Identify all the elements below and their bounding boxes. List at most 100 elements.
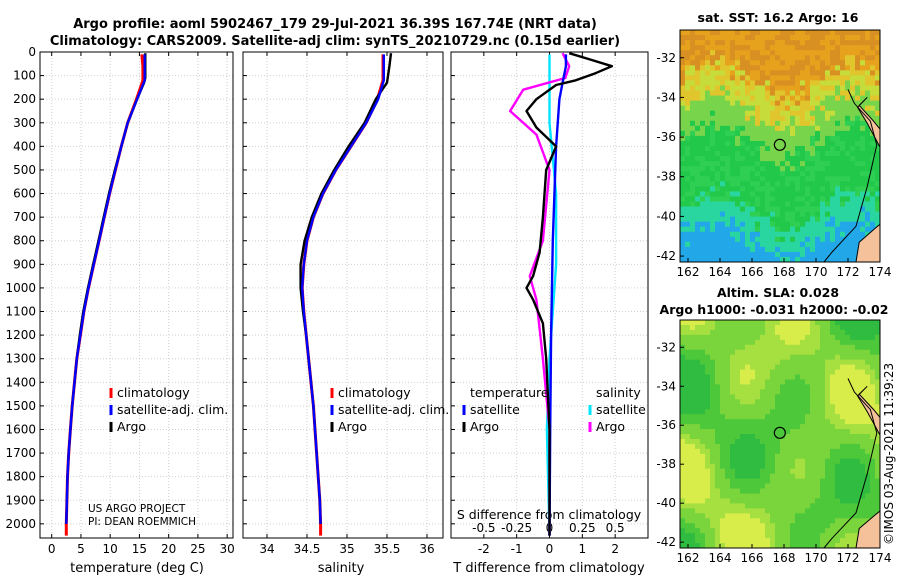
map-cell <box>800 181 806 187</box>
map-cell <box>785 354 791 361</box>
map-cell <box>680 40 686 46</box>
map-cell <box>790 206 796 212</box>
map-cell <box>695 221 701 228</box>
map-cell <box>710 523 716 529</box>
map-cell <box>840 125 846 132</box>
map-cell <box>835 110 841 117</box>
map-cell <box>850 125 856 132</box>
map-cell <box>870 394 876 400</box>
map-cell <box>800 473 806 480</box>
map-cell <box>830 256 836 263</box>
map-cell <box>785 85 791 91</box>
map-cell <box>855 226 861 233</box>
map-cell <box>740 125 746 132</box>
map-cell <box>775 329 781 336</box>
map-cell <box>780 419 786 425</box>
map-cell <box>860 404 866 410</box>
map-cell <box>840 528 846 534</box>
map-cell <box>845 329 851 336</box>
map-cell <box>770 463 776 470</box>
map-cell <box>845 344 851 351</box>
map-cell <box>740 85 746 91</box>
map-cell <box>730 241 736 248</box>
map-cell <box>870 75 876 81</box>
map-cell <box>845 414 851 420</box>
map-cell <box>745 241 751 248</box>
map-cell <box>690 498 696 504</box>
map-cell <box>700 458 706 465</box>
map-cell <box>700 35 706 41</box>
map-cell <box>765 434 771 440</box>
map-cell <box>780 186 786 192</box>
map-cell <box>830 320 836 326</box>
map-cell <box>840 50 846 56</box>
map-cell <box>830 538 836 544</box>
map-cell <box>695 65 701 71</box>
map-cell <box>865 354 871 361</box>
map-cell <box>835 70 841 76</box>
map-cell <box>780 176 786 182</box>
map-cell <box>745 498 751 504</box>
map-cell <box>855 196 861 202</box>
map-cell <box>730 130 736 137</box>
map-cell <box>730 359 736 366</box>
map-cell <box>780 65 786 71</box>
map-cell <box>795 404 801 410</box>
map-cell <box>790 414 796 420</box>
map-cell <box>690 171 696 177</box>
map-cell <box>685 538 691 544</box>
map-cell <box>815 339 821 346</box>
map-cell <box>740 409 746 415</box>
map-cell <box>700 329 706 336</box>
map-cell <box>785 140 791 147</box>
map-cell <box>865 125 871 132</box>
map-cell <box>800 95 806 102</box>
map-cell <box>810 146 816 152</box>
map-cell <box>785 251 791 258</box>
map-cell <box>735 211 741 218</box>
map-cell <box>800 463 806 470</box>
map-cell <box>740 518 746 524</box>
map-cell <box>710 30 716 36</box>
map-cell <box>805 125 811 132</box>
map-cell <box>745 344 751 351</box>
map-cell <box>705 171 711 177</box>
map-cell <box>780 226 786 233</box>
map-cell <box>860 65 866 71</box>
map-cell <box>835 115 841 122</box>
map-cell <box>840 429 846 435</box>
map-cell <box>805 483 811 489</box>
map-cell <box>735 256 741 263</box>
map-cell <box>820 414 826 420</box>
map-cell <box>715 424 721 430</box>
map-cell <box>780 473 786 480</box>
map-cell <box>830 95 836 102</box>
map-cell <box>720 110 726 117</box>
map-cell <box>725 324 731 331</box>
map-cell <box>695 518 701 524</box>
map-cell <box>715 30 721 36</box>
map-cell <box>700 146 706 152</box>
map-cell <box>710 324 716 331</box>
map-cell <box>755 95 761 102</box>
map-cell <box>765 443 771 450</box>
map-cell <box>855 40 861 46</box>
map-cell <box>845 85 851 91</box>
map-cell <box>730 156 736 162</box>
map-cell <box>825 156 831 162</box>
map-cell <box>755 369 761 375</box>
map-cell <box>730 443 736 450</box>
map-cell <box>870 100 876 107</box>
map-cell <box>795 463 801 470</box>
map-cell <box>715 181 721 187</box>
map-cell <box>860 50 866 56</box>
map-cell <box>775 478 781 484</box>
map-cell <box>870 488 876 494</box>
map-cell <box>700 369 706 375</box>
map-cell <box>775 443 781 450</box>
map-cell <box>735 513 741 519</box>
map-cell <box>850 186 856 192</box>
map-cell <box>825 364 831 370</box>
map-cell <box>835 429 841 435</box>
map-cell <box>870 374 876 380</box>
